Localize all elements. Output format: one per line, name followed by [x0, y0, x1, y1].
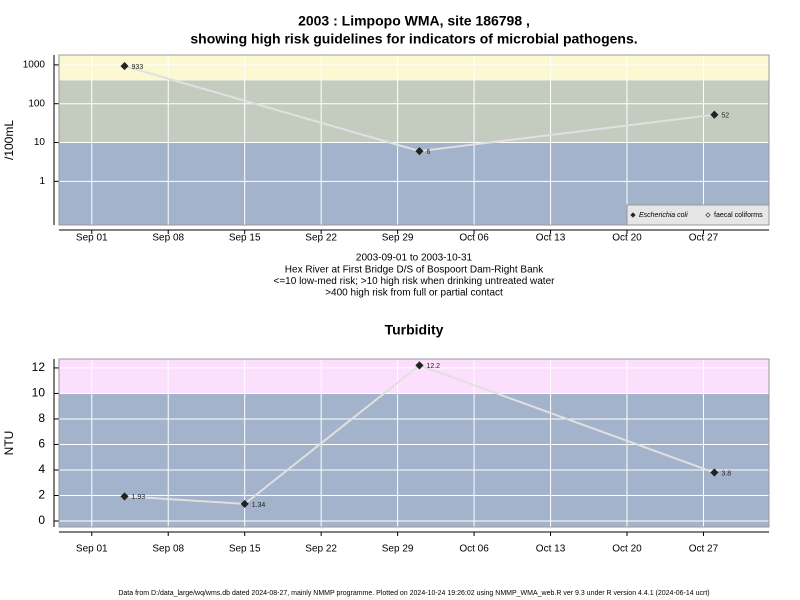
data-label: 933: [132, 64, 144, 71]
x-tick-label: Oct 13: [536, 544, 566, 555]
x-tick-label: Oct 06: [459, 233, 489, 244]
chart-subtitle: showing high risk guidelines for indicat…: [190, 31, 637, 47]
y-tick-label: 1000: [23, 60, 46, 71]
x-tick-label: Sep 08: [152, 233, 184, 244]
legend-box: [626, 204, 770, 226]
x-tick-label: Oct 13: [536, 233, 566, 244]
data-point: [710, 110, 719, 119]
y-axis-label: NTU: [2, 431, 16, 456]
x-tick-label: Sep 08: [152, 544, 184, 555]
chart-title: Turbidity: [385, 322, 444, 338]
data-label: 3.8: [721, 470, 731, 477]
x-tick-label: Sep 01: [76, 233, 108, 244]
risk-band: [59, 393, 769, 527]
y-tick-label: 10: [34, 137, 46, 148]
caption: Hex River at First Bridge D/S of Bospoor…: [285, 264, 544, 275]
y-tick-label: 10: [32, 386, 46, 400]
x-tick-label: Sep 22: [305, 544, 337, 555]
data-label: 6: [426, 149, 430, 156]
data-point: [120, 62, 129, 71]
x-tick-label: Sep 29: [382, 233, 414, 244]
caption: >400 high risk from full or partial cont…: [325, 288, 503, 299]
data-point: [415, 361, 424, 370]
legend: Escherichia coli faecal coliforms: [626, 204, 770, 226]
x-tick-label: Oct 20: [612, 544, 642, 555]
caption: <=10 low-med risk; >10 high risk when dr…: [274, 276, 556, 287]
legend-label: faecal coliforms: [714, 212, 763, 219]
legend-label: Escherichia coli: [639, 212, 688, 219]
legend-marker: [630, 212, 636, 218]
plot-frame: [58, 54, 770, 226]
data-label: 12.2: [426, 363, 440, 370]
x-tick-label: Sep 15: [229, 544, 261, 555]
legend-marker: [705, 212, 711, 218]
risk-band: [59, 55, 769, 81]
y-tick-label: 12: [32, 360, 46, 374]
data-point: [710, 468, 719, 477]
series-line: [124, 364, 715, 505]
y-tick-label: 0: [38, 513, 45, 527]
x-tick-label: Sep 22: [305, 233, 337, 244]
footer: Data from D:/data_large/wq/wms.db dated …: [118, 590, 709, 597]
data-label: 1.93: [132, 494, 146, 501]
y-tick-label: 6: [38, 437, 45, 451]
x-tick-label: Sep 29: [382, 544, 414, 555]
y-axis-label: /100mL: [2, 120, 16, 160]
caption: 2003-09-01 to 2003-10-31: [356, 253, 473, 264]
x-tick-label: Oct 27: [689, 544, 719, 555]
data-point: [415, 147, 424, 156]
y-tick-label: 4: [38, 462, 45, 476]
y-tick-label: 2: [38, 488, 45, 502]
x-tick-label: Oct 20: [612, 233, 642, 244]
data-label: 1.34: [252, 502, 266, 509]
chart-title: 2003 : Limpopo WMA, site 186798 ,: [298, 13, 530, 29]
risk-band: [59, 80, 769, 143]
data-point: [240, 499, 249, 508]
risk-band: [59, 359, 769, 394]
x-tick-label: Oct 27: [689, 233, 719, 244]
data-point: [120, 492, 129, 501]
x-tick-label: Sep 15: [229, 233, 261, 244]
y-tick-label: 1: [39, 176, 45, 187]
plot-frame: [58, 358, 770, 528]
x-tick-label: Sep 01: [76, 544, 108, 555]
x-tick-label: Oct 06: [459, 544, 489, 555]
y-tick-label: 8: [38, 411, 45, 425]
y-tick-label: 100: [28, 98, 45, 109]
data-label: 52: [721, 113, 729, 120]
